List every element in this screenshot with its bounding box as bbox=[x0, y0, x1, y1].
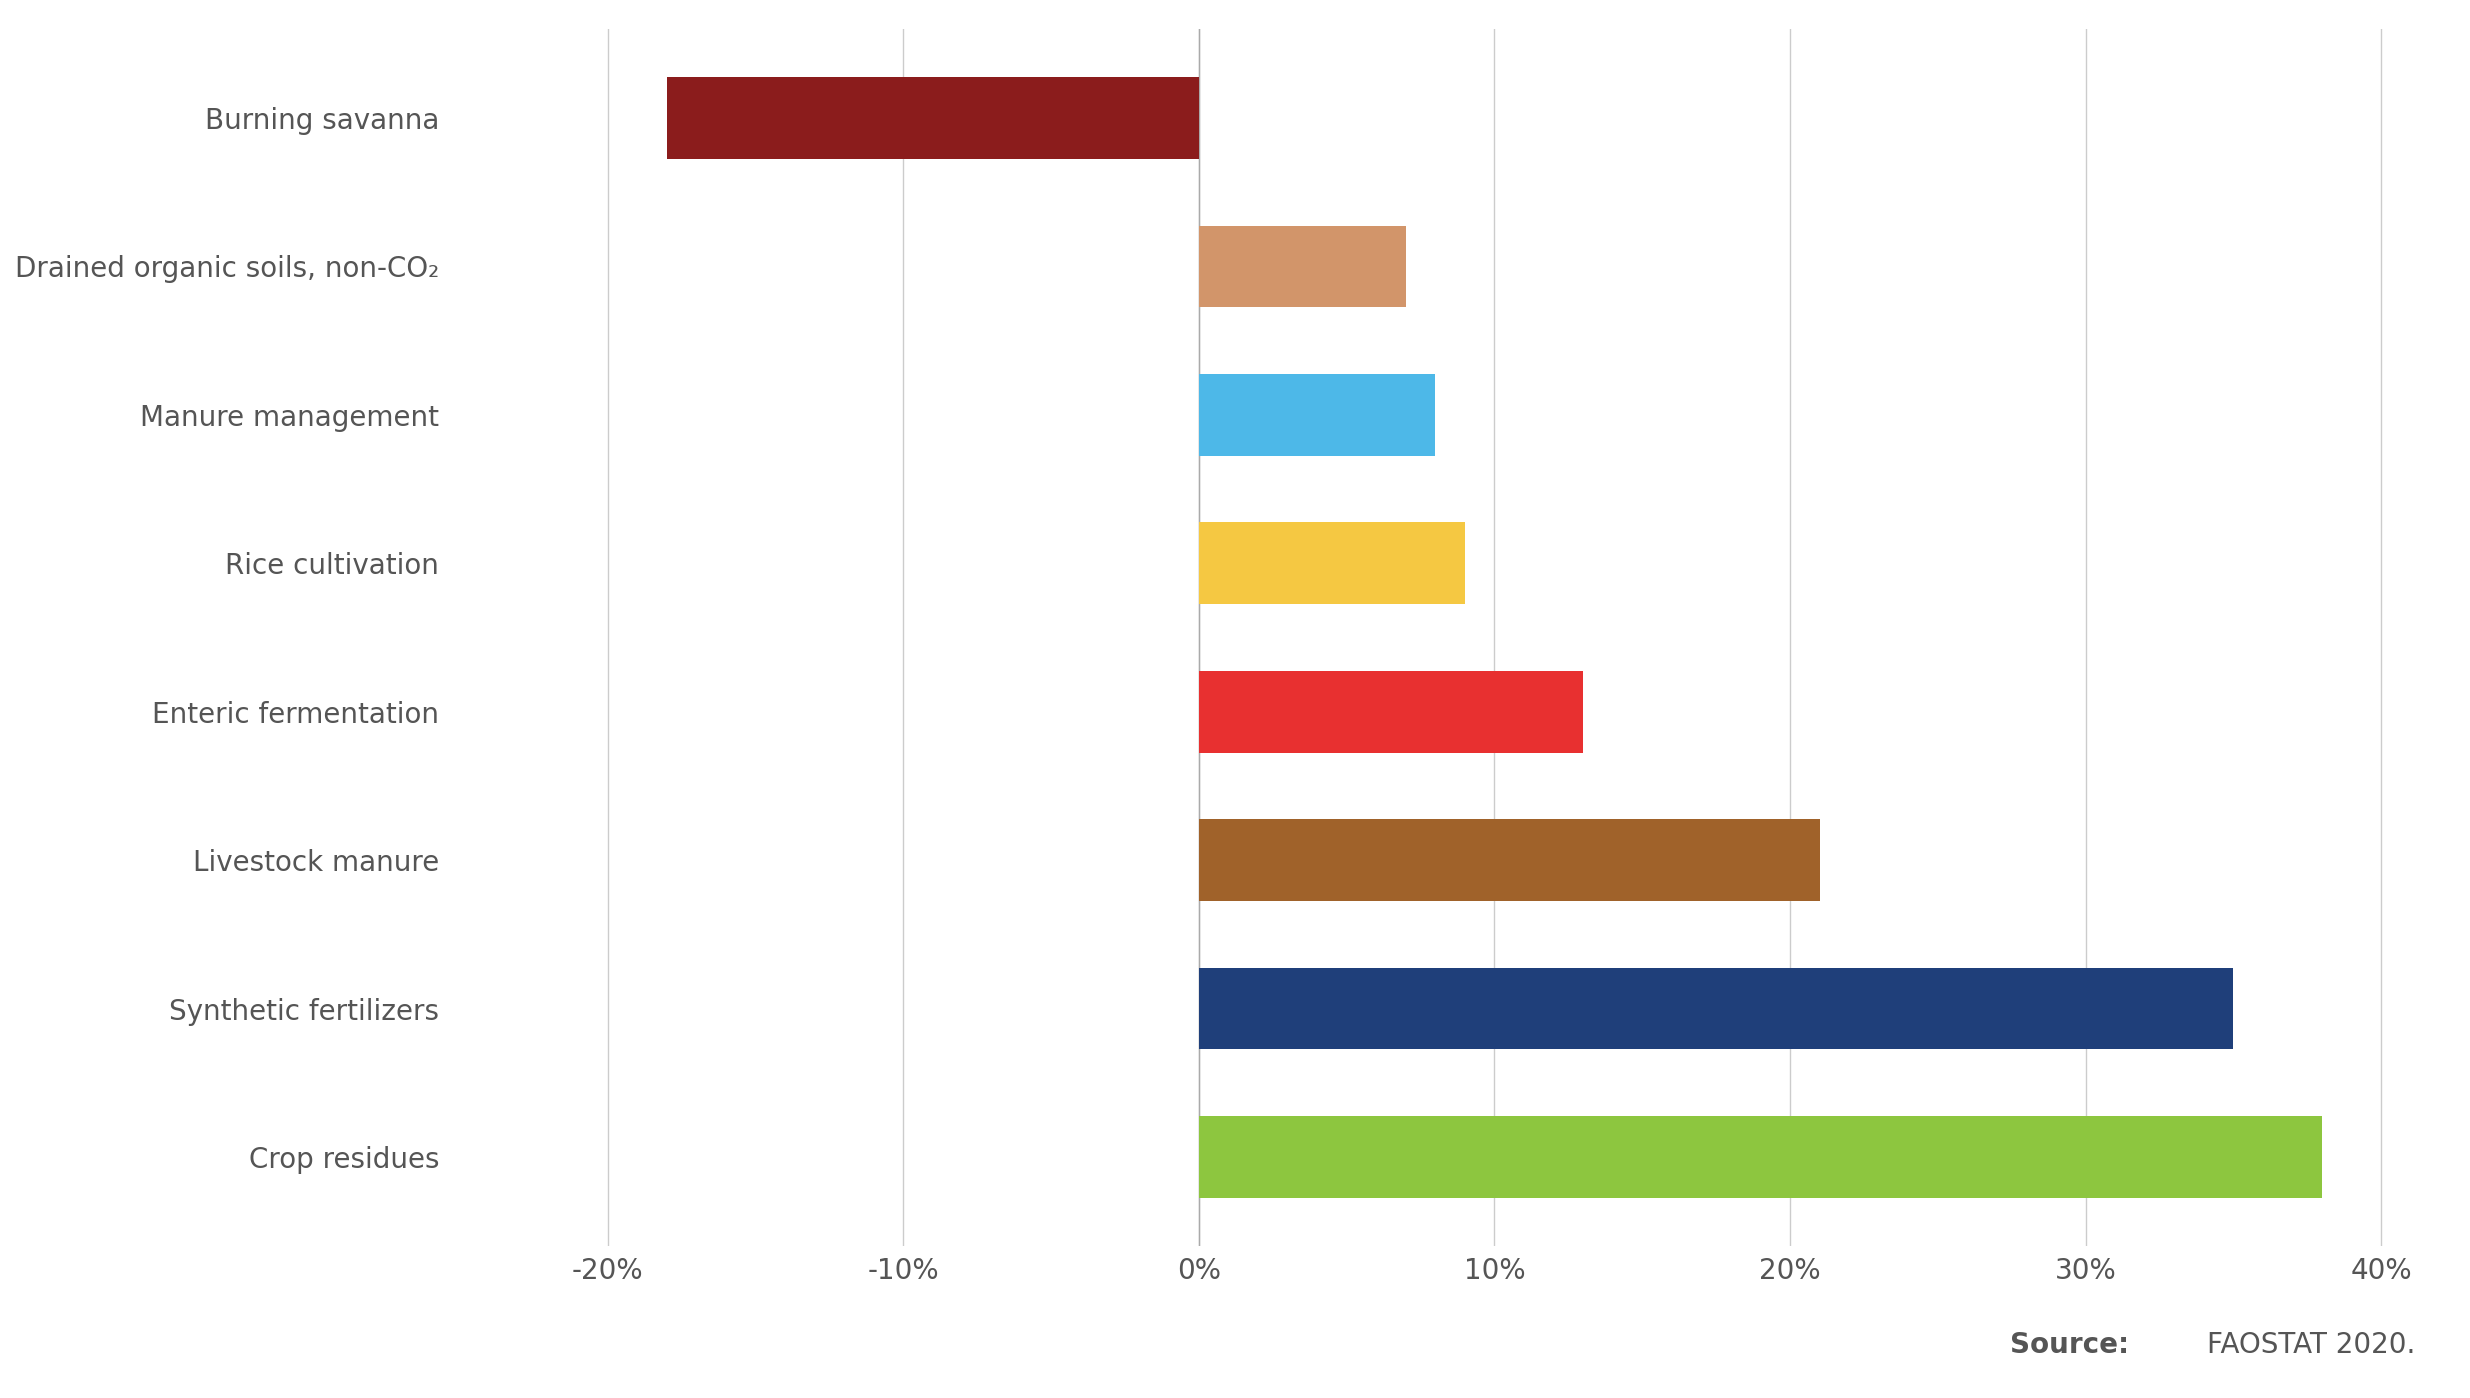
Text: Source:: Source: bbox=[2011, 1331, 2129, 1359]
Bar bbox=[1198, 375, 1435, 456]
Bar bbox=[1198, 967, 2233, 1050]
Bar bbox=[1198, 819, 1820, 900]
Bar bbox=[667, 77, 1198, 159]
Bar bbox=[1198, 225, 1405, 308]
Bar bbox=[1198, 523, 1465, 604]
Bar bbox=[1198, 1116, 2322, 1198]
Bar bbox=[1198, 671, 1583, 752]
Text: FAOSTAT 2020.: FAOSTAT 2020. bbox=[2208, 1331, 2416, 1359]
